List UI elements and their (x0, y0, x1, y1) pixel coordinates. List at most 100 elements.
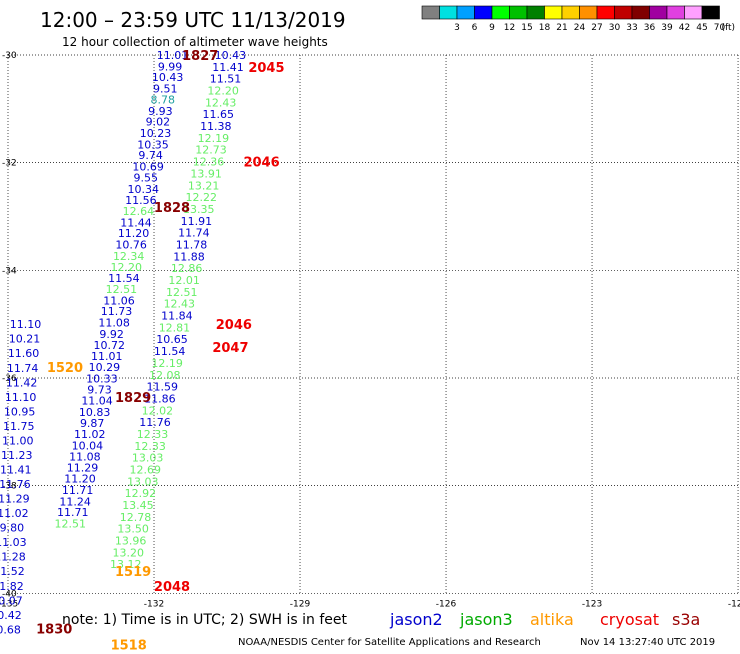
swh-value: 12.20 (207, 85, 239, 98)
legend-label: 15 (521, 23, 532, 33)
swh-value: 12.19 (151, 357, 183, 370)
lon-tick-label: -123 (582, 599, 602, 609)
swh-value: 10.07 (0, 594, 23, 607)
swh-value: 10.72 (93, 339, 125, 352)
satellite-name: jason2 (389, 610, 443, 629)
swh-value: 10.42 (0, 609, 22, 622)
swh-value: 10.33 (86, 373, 118, 386)
swh-value: 12.92 (125, 487, 157, 500)
swh-value: 10.29 (89, 361, 121, 374)
swh-value: 11.44 (120, 216, 152, 229)
swh-value: 11.38 (200, 120, 232, 133)
swh-value: 9.02 (146, 116, 171, 129)
lat-tick-label: -38 (2, 482, 17, 492)
swh-value: 9.74 (138, 149, 163, 162)
satellite-name: cryosat (600, 610, 659, 629)
swh-value: 11.01 (91, 350, 123, 363)
swh-value: 11.20 (118, 227, 150, 240)
swh-value: 12.19 (198, 132, 230, 145)
legend-label: 18 (539, 23, 551, 33)
swh-value: 12.02 (142, 404, 174, 417)
swh-value: 11.76 (139, 416, 171, 429)
swh-value: 13.50 (117, 523, 149, 536)
legend-label: 27 (591, 23, 602, 33)
lat-tick-label: -36 (2, 374, 17, 384)
swh-value: 11.02 (0, 507, 29, 520)
swh-value: 11.01 (157, 49, 189, 62)
legend-label: 21 (556, 23, 567, 33)
time-label: 1518 (111, 638, 147, 650)
swh-value: 11.60 (8, 347, 40, 360)
swh-value: 11.03 (0, 536, 27, 549)
swh-value: 9.80 (0, 522, 24, 535)
swh-value: 12.51 (166, 286, 198, 299)
legend-swatch (439, 5, 458, 20)
time-labels: 1827 2045 2046 1828 2046 2047 1520 1829 15192048… (36, 49, 284, 653)
swh-value: 10.04 (72, 439, 104, 452)
swh-value: 11.71 (62, 484, 94, 497)
swh-value: 12.86 (171, 262, 203, 275)
swh-value: 8.78 (151, 94, 176, 107)
swh-value: 11.41 (212, 61, 244, 74)
swh-value: 11.08 (98, 317, 130, 330)
swh-value: 10.35 (137, 138, 169, 151)
legend-unit: (ft) (722, 23, 736, 33)
time-label: 1828 (154, 201, 190, 216)
swh-value: 12.64 (123, 205, 155, 218)
lon-tick-label: -126 (436, 599, 457, 609)
swh-value: 12.34 (113, 250, 145, 263)
swh-value: 11.91 (181, 215, 213, 228)
legend-swatch (526, 5, 545, 20)
legend-swatch (561, 5, 580, 20)
swh-value: 12.51 (106, 283, 138, 296)
legend-label: 9 (489, 23, 495, 33)
time-label: 1827 (182, 49, 218, 64)
time-label: 2046 (216, 318, 252, 333)
swh-value: 12.73 (195, 144, 227, 157)
swh-value: 13.96 (115, 535, 147, 548)
swh-value: 9.99 (158, 60, 183, 73)
swh-value: 11.23 (1, 449, 33, 462)
legend-swatch (631, 5, 650, 20)
header: 12:00 – 23:59 UTC 11/13/2019 12 hour col… (40, 8, 346, 49)
satellite-name: s3a (672, 610, 700, 629)
swh-value: 12.69 (129, 463, 161, 476)
legend-swatch (614, 5, 633, 20)
footer: note: 1) Time is in UTC; 2) SWH is in fe… (62, 610, 715, 648)
time-label: 1829 (115, 391, 151, 406)
swh-value: 11.51 (210, 73, 242, 86)
lon-tick-label: -132 (144, 599, 164, 609)
map-title: 12:00 – 23:59 UTC 11/13/2019 (40, 8, 346, 32)
lat-lon-grid: -135 -132 -129 -126 -123 -120 -30 -32 -34 -36 -38 -… (0, 51, 740, 609)
swh-value: 10.43 (215, 49, 247, 62)
swh-value: 12.51 (55, 517, 87, 530)
swh-value: 11.82 (0, 580, 24, 593)
swh-value: 11.06 (103, 294, 135, 307)
legend-swatch (421, 5, 440, 20)
swh-value: 13.03 (127, 475, 159, 488)
swh-value: 9.92 (99, 328, 124, 341)
legend-swatch (701, 5, 720, 20)
legend-swatch (544, 5, 563, 20)
swh-value: 10.95 (4, 405, 36, 418)
lat-tick-label: -30 (2, 51, 17, 61)
swh-value: 11.88 (173, 250, 205, 263)
legend-swatch (666, 5, 685, 20)
lon-tick-label: -135 (0, 599, 18, 609)
lat-tick-label: -34 (2, 266, 17, 276)
swh-value: 9.51 (153, 82, 178, 95)
swh-value: 11.04 (81, 395, 113, 408)
swh-value: 13.12 (110, 558, 142, 571)
swh-value: 10.83 (79, 406, 111, 419)
legend-label: 24 (574, 23, 586, 33)
swh-value: 11.76 (0, 478, 31, 491)
legend-label: 12 (504, 23, 515, 33)
swh-value: 11.24 (59, 495, 91, 508)
swh-value: 11.29 (0, 493, 30, 506)
swh-value: 13.03 (132, 452, 164, 465)
swh-value: 10.68 (0, 623, 21, 636)
swh-value: 12.08 (149, 369, 181, 382)
legend-label: 70 (714, 23, 726, 33)
satellite-name: altika (530, 610, 574, 629)
